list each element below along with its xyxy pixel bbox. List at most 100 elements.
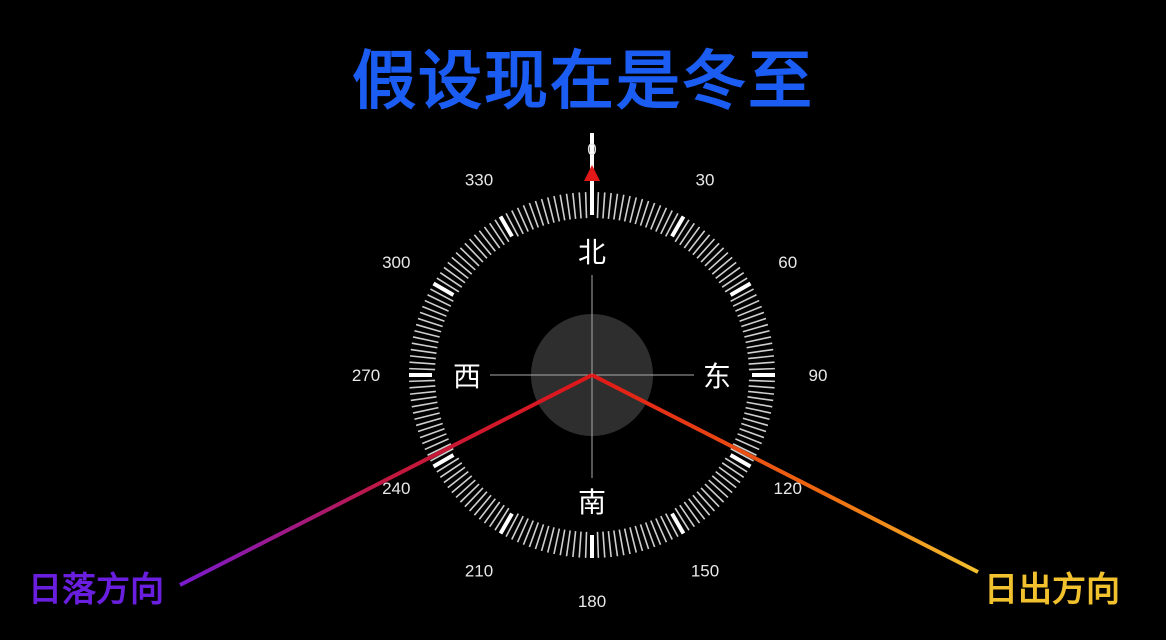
minor-tick — [455, 251, 476, 271]
minor-tick — [494, 219, 510, 243]
minor-tick — [739, 427, 765, 439]
minor-tick — [745, 336, 772, 344]
minor-tick — [639, 200, 650, 226]
minor-tick — [415, 323, 442, 333]
minor-tick — [744, 412, 770, 421]
minor-tick — [700, 487, 720, 508]
minor-tick — [540, 198, 550, 225]
minor-tick — [747, 348, 774, 354]
minor-tick — [688, 230, 706, 252]
minor-tick — [692, 494, 711, 516]
minor-tick — [629, 197, 638, 223]
minor-tick — [607, 192, 612, 219]
minor-tick — [546, 197, 555, 223]
minor-tick — [735, 299, 760, 312]
minor-tick — [494, 507, 510, 531]
minor-tick — [424, 438, 449, 451]
minor-tick — [409, 390, 436, 395]
minor-tick — [715, 471, 737, 489]
minor-tick — [613, 530, 619, 557]
page-title: 假设现在是冬至 — [352, 44, 814, 119]
minor-tick — [602, 192, 606, 219]
minor-tick — [572, 192, 577, 219]
minor-tick — [478, 230, 496, 252]
minor-tick — [559, 194, 566, 221]
minor-tick — [584, 531, 588, 558]
minor-tick — [415, 417, 442, 427]
major-tick — [498, 512, 514, 535]
minor-tick — [534, 524, 545, 550]
minor-tick — [732, 294, 757, 307]
minor-tick — [718, 266, 741, 284]
minor-tick — [578, 192, 582, 219]
minor-tick — [683, 226, 701, 249]
minor-tick — [455, 479, 476, 499]
minor-tick — [439, 272, 463, 288]
minor-tick — [613, 193, 619, 220]
minor-tick — [655, 518, 668, 543]
minor-tick — [522, 205, 534, 230]
minor-tick — [660, 210, 673, 235]
minor-tick — [711, 475, 733, 494]
minor-tick — [721, 272, 745, 288]
minor-tick — [505, 213, 519, 237]
minor-tick — [443, 466, 466, 484]
minor-tick — [410, 348, 437, 354]
degree-label-120: 120 — [774, 479, 802, 498]
minor-tick — [674, 507, 690, 531]
minor-tick — [715, 261, 737, 279]
minor-tick — [704, 247, 725, 267]
minor-tick — [468, 491, 488, 512]
cardinal-south: 南 — [578, 486, 606, 519]
minor-tick — [422, 433, 447, 445]
minor-tick — [412, 336, 439, 344]
minor-tick — [732, 443, 757, 456]
minor-tick — [744, 329, 770, 338]
minor-tick — [430, 288, 454, 302]
degree-label-330: 330 — [465, 170, 493, 189]
minor-tick — [473, 494, 492, 516]
minor-tick — [724, 277, 748, 293]
minor-tick — [746, 342, 773, 349]
minor-tick — [735, 438, 760, 451]
major-tick — [498, 215, 514, 238]
minor-tick — [596, 531, 600, 558]
degree-label-60: 60 — [778, 253, 797, 272]
minor-tick — [650, 520, 662, 545]
minor-tick — [464, 242, 484, 263]
minor-tick — [410, 396, 437, 402]
minor-tick — [511, 210, 524, 235]
minor-tick — [478, 498, 496, 520]
minor-tick — [409, 361, 436, 365]
sunset-direction-line — [179, 373, 593, 587]
minor-tick — [683, 501, 701, 524]
minor-tick — [546, 527, 555, 553]
minor-tick — [414, 412, 440, 421]
degree-label-210: 210 — [465, 562, 493, 581]
minor-tick — [618, 194, 625, 221]
compass-tick-ring — [409, 192, 775, 558]
minor-tick — [409, 385, 436, 389]
sunrise-label: 日出方向 — [984, 570, 1120, 610]
minor-tick — [724, 457, 748, 473]
minor-tick — [451, 256, 473, 275]
minor-tick — [596, 192, 600, 219]
minor-tick — [451, 475, 473, 494]
minor-tick — [447, 471, 469, 489]
minor-tick — [483, 501, 501, 524]
minor-tick — [483, 226, 501, 249]
degree-label-0: 0 — [587, 140, 596, 159]
minor-tick — [439, 462, 463, 478]
minor-tick — [489, 222, 505, 246]
minor-tick — [565, 193, 571, 220]
minor-tick — [704, 483, 725, 503]
minor-tick — [748, 367, 775, 371]
minor-tick — [409, 355, 436, 360]
minor-tick — [572, 531, 577, 558]
minor-tick — [528, 202, 540, 228]
minor-tick — [411, 401, 438, 408]
minor-tick — [742, 417, 769, 427]
minor-tick — [459, 247, 480, 267]
minor-tick — [422, 305, 447, 317]
